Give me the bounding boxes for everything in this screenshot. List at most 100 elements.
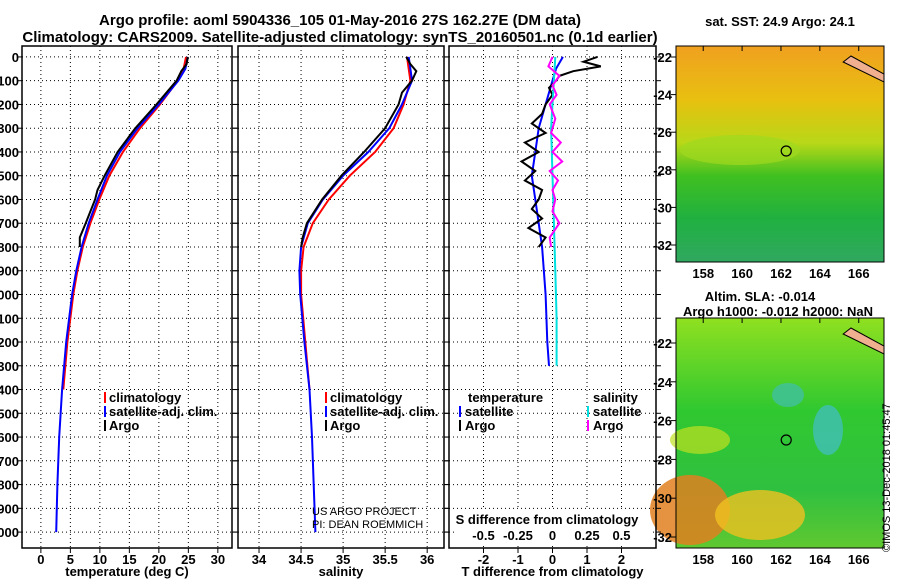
credit-line-1: US ARGO PROJECT <box>312 506 417 518</box>
lat-tick-label: -28 <box>653 163 672 178</box>
y-tick-label: 1200 <box>0 335 19 350</box>
y-tick-label: 1100 <box>0 311 19 326</box>
legend-swatch <box>104 420 106 431</box>
series-line-temperature-argo <box>519 55 602 248</box>
legend-label: satellite <box>593 404 641 419</box>
y-tick-label: 1300 <box>0 359 19 374</box>
legend-swatch <box>325 420 327 431</box>
copyright-text: ©IMOS 13-Dec-2018 01:45:47 <box>881 403 893 552</box>
x-tick-label: -1 <box>512 552 524 567</box>
credit-line-2: PI: DEAN ROEMMICH <box>312 519 424 531</box>
legend-label: satellite <box>465 404 513 419</box>
lon-tick-label: 162 <box>770 552 792 567</box>
lat-tick-label: -30 <box>653 491 672 506</box>
x-tick-label: 2 <box>618 552 625 567</box>
legend-label: Argo <box>330 418 360 433</box>
map-frame <box>675 317 885 549</box>
lat-tick-label: -32 <box>653 238 672 253</box>
legend-label: climatology <box>109 390 182 405</box>
y-tick-label: 1800 <box>0 478 19 493</box>
lon-tick-label: 164 <box>809 552 831 567</box>
legend-swatch <box>587 420 589 431</box>
x-tick-label: 34 <box>252 552 267 567</box>
x-axis-label: temperature (deg C) <box>65 564 189 579</box>
x-tick-label: 30 <box>211 552 225 567</box>
map-anomaly-blob <box>670 426 730 454</box>
x-tick-label: 35.5 <box>372 552 397 567</box>
y-tick-label: 1900 <box>0 501 19 516</box>
legend-label: Argo <box>109 418 139 433</box>
legend-title-salinity: salinity <box>593 390 639 405</box>
lon-tick-label: 160 <box>731 266 753 281</box>
legend-label: satellite-adj. clim. <box>330 404 438 419</box>
y-tick-label: 1600 <box>0 430 19 445</box>
y-tick-label: 900 <box>0 264 19 279</box>
y-tick-label: 300 <box>0 121 19 136</box>
lat-tick-label: -22 <box>653 50 672 65</box>
title-line-2: Climatology: CARS2009. Satellite-adjuste… <box>22 29 658 46</box>
lon-tick-label: 162 <box>770 266 792 281</box>
series-line-climatology <box>62 56 187 390</box>
y-tick-label: 600 <box>0 192 19 207</box>
y-tick-label: 2000 <box>0 525 19 540</box>
y-tick-label: 100 <box>0 74 19 89</box>
x-tick-label: -2 <box>478 552 490 567</box>
x-tick-label: 0 <box>37 552 44 567</box>
legend-label: satellite-adj. clim. <box>109 404 217 419</box>
s-tick-label: 0 <box>549 528 556 543</box>
lon-tick-label: 158 <box>692 552 714 567</box>
map-panel-2: -22 -24 -26 -28 -30 -32 158 160 162 164 166 Altim. … <box>650 289 885 567</box>
series-line-salinity-argo <box>547 56 564 248</box>
plot-frame <box>21 45 233 549</box>
lat-tick-label: -26 <box>653 414 672 429</box>
lon-tick-label: 164 <box>809 266 831 281</box>
y-tick-label: 400 <box>0 145 19 160</box>
lat-tick-label: -28 <box>653 452 672 467</box>
y-tick-label: 200 <box>0 97 19 112</box>
legend-label: Argo <box>593 418 623 433</box>
s-tick-label: 0.5 <box>612 528 630 543</box>
lon-tick-label: 166 <box>848 266 870 281</box>
series-line-argo <box>300 56 418 248</box>
legend-label: climatology <box>330 390 403 405</box>
profile-panel-3: -2 -1 0 1 2T difference from climatology temp… <box>444 45 661 579</box>
lat-tick-label: -24 <box>653 375 673 390</box>
legend-swatch <box>325 392 327 403</box>
y-tick-label: 1000 <box>0 288 19 303</box>
x-tick-label: 35 <box>336 552 350 567</box>
plot-frame <box>448 45 657 549</box>
argo-location-marker <box>780 434 792 446</box>
s-tick-label: -0.25 <box>503 528 533 543</box>
profile-panel-2: 34 34.5 35 35.5 36 salinity climatologysatelli… <box>233 45 449 579</box>
x-tick-label: 10 <box>93 552 107 567</box>
x-tick-label: 5 <box>67 552 74 567</box>
map-anomaly-blob <box>813 405 843 455</box>
x-tick-label: 0 <box>549 552 556 567</box>
y-tick-label: 500 <box>0 169 19 184</box>
lon-tick-label: 166 <box>848 552 870 567</box>
s-axis-background <box>455 510 650 544</box>
s-tick-label: 0.25 <box>574 528 599 543</box>
title-line-1: Argo profile: aoml 5904336_105 01-May-20… <box>99 12 581 29</box>
map-title-sst: sat. SST: 24.9 Argo: 24.1 <box>705 14 855 29</box>
lat-tick-label: -30 <box>653 200 672 215</box>
y-tick-label: 700 <box>0 216 19 231</box>
y-tick-label: 1400 <box>0 383 19 398</box>
y-tick-label: 1500 <box>0 406 19 421</box>
x-tick-label: 20 <box>152 552 166 567</box>
series-line-argo <box>78 56 189 247</box>
map-anomaly-blob <box>772 383 804 407</box>
plot-frame <box>237 45 445 549</box>
legend-swatch <box>459 406 461 417</box>
s-axis-label: S difference from climatology <box>456 512 640 527</box>
legend-swatch <box>459 420 461 431</box>
legend-swatch <box>325 406 327 417</box>
lat-tick-label: -32 <box>653 530 672 545</box>
x-tick-label: 15 <box>122 552 136 567</box>
x-tick-label: 1 <box>583 552 590 567</box>
x-axis-label: T difference from climatology <box>461 564 644 579</box>
map-title-argo-height: Argo h1000: -0.012 h2000: NaN <box>683 304 873 319</box>
x-tick-label: 36 <box>420 552 434 567</box>
